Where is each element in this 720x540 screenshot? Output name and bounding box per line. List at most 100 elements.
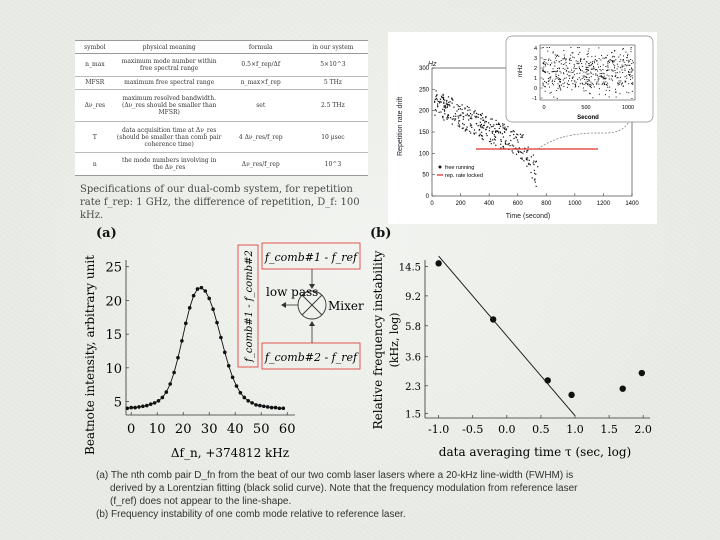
inset-point — [583, 83, 585, 85]
inset-point — [604, 57, 606, 59]
inset-point — [554, 80, 556, 82]
rep-point — [459, 108, 461, 110]
inset-point — [631, 77, 633, 79]
inset-point — [631, 98, 633, 99]
rep-point — [466, 105, 468, 108]
rep-xtick-label: 200 — [456, 201, 467, 207]
rep-point — [435, 96, 437, 98]
inset-point — [547, 83, 549, 85]
rep-point — [469, 109, 471, 111]
rep-point — [471, 118, 473, 120]
inset-point — [607, 70, 609, 72]
inset-point — [628, 92, 630, 94]
rep-point — [442, 95, 444, 97]
inset-point — [582, 75, 584, 77]
inset-point — [581, 65, 583, 67]
inset-point — [630, 48, 632, 50]
inset-point — [630, 76, 632, 78]
rep-point — [509, 145, 511, 147]
inset-point — [586, 76, 588, 78]
rep-point — [482, 119, 484, 121]
inset-point — [609, 90, 611, 92]
inset-point — [573, 64, 575, 66]
inset-point — [542, 68, 544, 70]
rep-point — [515, 153, 518, 155]
rep-point — [490, 140, 492, 142]
rep-ytick-label: 0 — [426, 194, 430, 200]
rep-point — [519, 133, 522, 135]
rep-point — [443, 110, 446, 112]
legend-free: free running — [445, 165, 474, 171]
rep-point — [515, 147, 517, 149]
inset-point — [563, 85, 565, 87]
rep-point — [462, 127, 464, 129]
inset-point — [565, 70, 567, 72]
chart-a-point — [160, 395, 165, 400]
rep-point — [510, 131, 512, 133]
chart-a-point — [250, 401, 254, 405]
inset-point — [560, 72, 562, 74]
lorentzian-fit-curve — [127, 287, 284, 409]
rep-point — [436, 94, 438, 96]
spec-cell: Δν_res/f_rep — [223, 152, 298, 176]
inset-point — [542, 78, 544, 80]
rep-point — [494, 135, 496, 138]
rep-point — [492, 125, 494, 128]
inset-point — [564, 68, 566, 70]
inset-point — [549, 64, 551, 66]
rep-point — [501, 133, 504, 135]
rep-point — [465, 114, 467, 116]
inset-point — [631, 68, 633, 70]
rep-point — [473, 129, 476, 131]
rep-point — [518, 151, 520, 154]
inset-point — [617, 82, 619, 84]
rep-point — [437, 106, 439, 108]
inset-point — [544, 90, 546, 92]
rep-point — [454, 118, 457, 120]
inset-point — [626, 57, 628, 59]
rep-ytick-label: 150 — [419, 130, 430, 136]
inset-point — [627, 53, 629, 55]
rep-point — [444, 99, 446, 101]
inset-point — [589, 92, 591, 94]
rep-point — [456, 110, 458, 112]
inset-point — [612, 62, 614, 64]
rep-point — [482, 117, 484, 119]
rep-point — [503, 147, 505, 149]
inset-point — [548, 72, 550, 74]
rep-point — [533, 160, 535, 162]
chart-b: Relative frequency instability (kHz, log… — [371, 250, 652, 459]
inset-point — [622, 48, 624, 50]
rep-point — [474, 110, 476, 112]
inset-point — [555, 57, 557, 59]
inset-point — [556, 70, 558, 72]
rep-point — [454, 113, 457, 115]
inset-point — [578, 53, 580, 55]
inset-point — [568, 58, 570, 60]
inset-point — [556, 90, 558, 92]
rep-point — [449, 105, 451, 107]
inset-point — [615, 59, 617, 61]
inset-point — [566, 67, 568, 69]
inset-point — [588, 79, 590, 81]
rep-point — [443, 106, 445, 108]
inset-point — [603, 77, 605, 79]
rep-point — [491, 118, 493, 120]
inset-point — [602, 76, 604, 78]
inset-point — [552, 51, 554, 53]
inset-point — [574, 65, 576, 67]
chart-b-point — [544, 377, 551, 384]
rep-point — [499, 132, 502, 134]
rep-point — [451, 102, 453, 104]
chart-b-point — [568, 391, 575, 399]
rep-point — [457, 117, 460, 119]
inset-point — [555, 73, 557, 75]
inset-point — [579, 83, 581, 85]
chart-a-xtick-label: 40 — [227, 422, 244, 437]
rep-point — [461, 108, 463, 111]
inset-point — [605, 89, 607, 91]
chart-a-point — [207, 296, 211, 301]
chart-b-point — [638, 369, 646, 377]
inset-point — [630, 59, 632, 61]
rep-point — [485, 116, 487, 119]
